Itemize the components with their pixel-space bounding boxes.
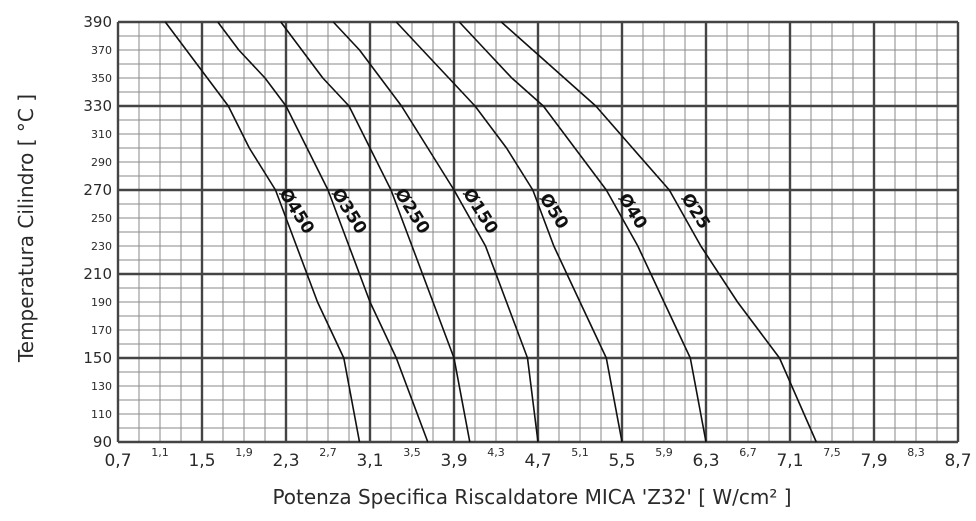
series-label-1: Ø350	[327, 185, 371, 238]
y-tick-label-major: 270	[83, 181, 112, 199]
x-tick-label-minor: 7,5	[823, 446, 841, 459]
y-tick-label-minor: 190	[91, 296, 112, 309]
series-line-6	[500, 21, 818, 443]
x-tick-label-major: 7,9	[860, 451, 887, 471]
x-tick-label-minor: 2,7	[319, 446, 337, 459]
x-tick-label-major: 7,1	[776, 451, 803, 471]
series-line-0	[164, 21, 361, 443]
series-line-2	[280, 21, 471, 443]
grid-major	[116, 20, 960, 444]
x-tick-label-major: 2,3	[272, 451, 299, 471]
y-tick-label-minor: 310	[91, 128, 112, 141]
series-line-4	[395, 21, 623, 443]
series-label-0: Ø450	[275, 185, 319, 238]
y-tick-label-minor: 110	[91, 408, 112, 421]
x-tick-label-major: 1,5	[188, 451, 215, 471]
series-label-2: Ø250	[390, 185, 434, 238]
x-tick-label-major: 6,3	[692, 451, 719, 471]
x-tick-label-major: 3,1	[356, 451, 383, 471]
x-tick-label-minor: 5,1	[571, 446, 589, 459]
x-tick-label-minor: 6,7	[739, 446, 757, 459]
y-tick-label-minor: 370	[91, 44, 112, 57]
x-tick-label-minor: 4,3	[487, 446, 505, 459]
y-tick-label-minor: 250	[91, 212, 112, 225]
series-label-3: Ø150	[458, 185, 502, 238]
y-tick-label-minor: 230	[91, 240, 112, 253]
y-axis-ticks: 90 150 210 270 330 390 110 130 170 190 230 250 290 31…	[83, 13, 112, 451]
x-axis-title: Potenza Specifica Riscaldatore MICA 'Z32…	[272, 485, 791, 509]
x-tick-label-minor: 1,1	[151, 446, 169, 459]
x-tick-label-minor: 1,9	[235, 446, 253, 459]
x-axis-ticks: 0,7 1,5 2,3 3,1 3,9 4,7 5,5 6,3 7,1 7,9 8,7 1,1 1,9 2…	[104, 446, 971, 471]
curves	[164, 21, 818, 443]
y-tick-label-minor: 170	[91, 324, 112, 337]
series-line-3	[332, 21, 539, 443]
x-tick-label-major: 3,9	[440, 451, 467, 471]
series-line-1	[217, 21, 429, 443]
x-tick-label-minor: 8,3	[907, 446, 925, 459]
x-tick-label-minor: 5,9	[655, 446, 673, 459]
y-tick-label-major: 330	[83, 97, 112, 115]
y-tick-label-minor: 350	[91, 72, 112, 85]
y-tick-label-major: 90	[93, 433, 112, 451]
y-axis-title: Temperatura Cilindro [ °C ]	[14, 94, 38, 363]
y-tick-label-minor: 130	[91, 380, 112, 393]
x-tick-label-major: 8,7	[944, 451, 971, 471]
x-tick-label-major: 4,7	[524, 451, 551, 471]
y-tick-label-minor: 290	[91, 156, 112, 169]
x-tick-label-major: 5,5	[608, 451, 635, 471]
series-label-6: Ø25	[677, 190, 714, 233]
series-line-5	[458, 21, 707, 443]
y-tick-label-major: 390	[83, 13, 112, 31]
y-tick-label-major: 210	[83, 265, 112, 283]
x-tick-label-minor: 3,5	[403, 446, 421, 459]
x-tick-label-major: 0,7	[104, 451, 131, 471]
curve-labels: Ø450 Ø350 Ø250 Ø150 Ø50 Ø40 Ø25	[275, 185, 714, 238]
y-tick-label-major: 150	[83, 349, 112, 367]
